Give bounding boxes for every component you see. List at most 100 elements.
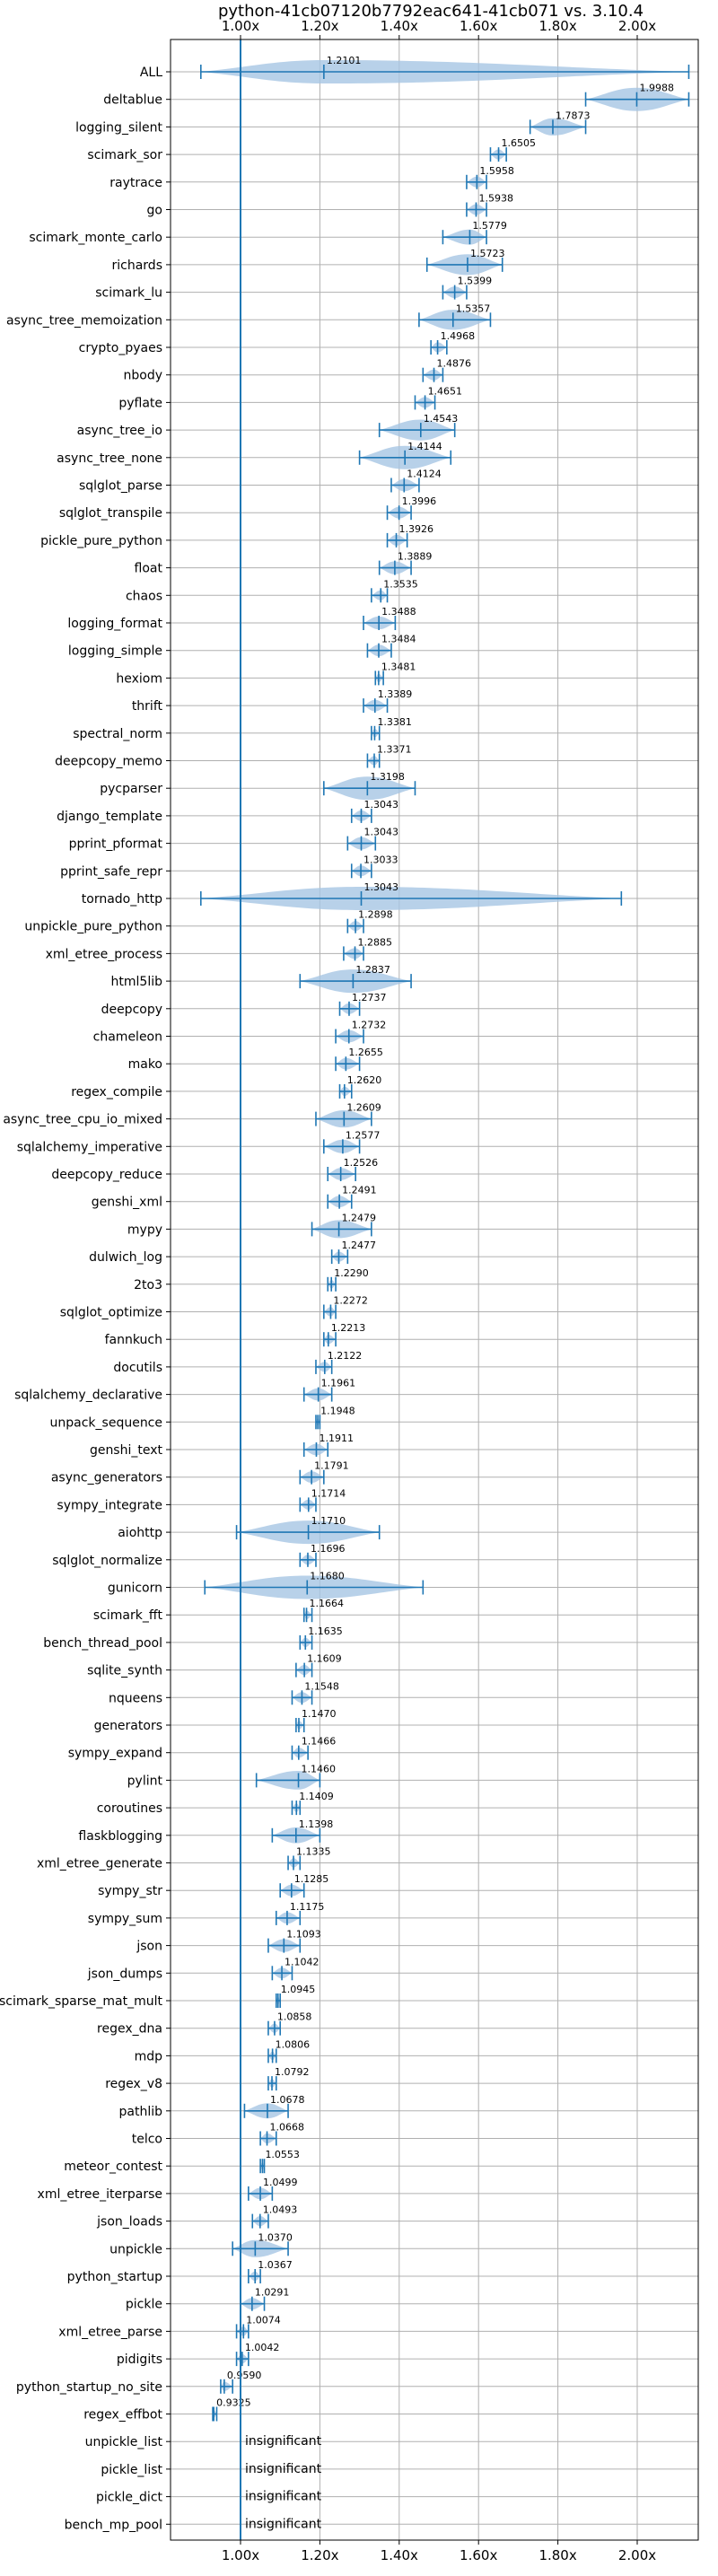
benchmark-label: async_tree_memoization: [6, 313, 162, 328]
benchmark-label: pprint_pformat: [69, 837, 163, 852]
benchmark-label: sqlalchemy_imperative: [17, 1140, 162, 1154]
value-label: 1.0553: [265, 2149, 300, 2160]
value-label: 1.1791: [314, 1460, 349, 1472]
value-label: 1.3043: [364, 799, 399, 810]
benchmark-label: dulwich_log: [89, 1250, 162, 1265]
value-label: 1.3926: [399, 523, 434, 535]
value-label: 1.1466: [302, 1736, 337, 1748]
value-label: 1.2272: [333, 1295, 368, 1307]
value-label: 1.7873: [556, 110, 591, 121]
value-label: 1.3043: [364, 881, 399, 893]
benchmark-label: async_tree_cpu_io_mixed: [3, 1113, 162, 1127]
axis-layer: 1.00x 1.00x 1.20x 1.20x 1.40x 1.40x 1.60x 1.60x…: [0, 18, 656, 2563]
x-tick-label-top: 1.40x: [381, 18, 418, 34]
value-label: 1.0792: [275, 2066, 310, 2078]
value-label: 1.0367: [258, 2259, 293, 2271]
value-label: 1.3996: [402, 495, 437, 507]
benchmark-label: sympy_str: [98, 1884, 162, 1898]
benchmark-label: pickle_pure_python: [40, 534, 162, 548]
benchmark-label: pickle_dict: [96, 2491, 163, 2505]
value-label: 1.1911: [319, 1433, 354, 1444]
benchmark-label: xml_etree_parse: [58, 2325, 162, 2339]
value-label: 1.2213: [331, 1322, 366, 1334]
benchmark-label: mypy: [127, 1222, 162, 1237]
benchmark-label: scimark_sor: [87, 148, 162, 162]
value-label: 0.9590: [227, 2370, 261, 2381]
value-label: 1.3484: [381, 634, 416, 645]
benchmark-label: sqlglot_transpile: [59, 506, 162, 521]
value-label: 1.4651: [428, 385, 463, 397]
benchmark-label: logging_format: [67, 617, 162, 631]
insignificant-label: insignificant: [245, 2490, 322, 2504]
benchmark-label: aiohttp: [118, 1526, 162, 1540]
x-tick-label-bottom: 1.20x: [301, 2547, 338, 2563]
benchmark-label: pprint_safe_repr: [60, 864, 162, 879]
value-label: 1.1961: [321, 1378, 356, 1389]
benchmark-label: bench_thread_pool: [43, 1636, 162, 1651]
value-label: 1.0945: [281, 1984, 316, 1995]
value-label: 1.1470: [302, 1708, 337, 1720]
benchmark-label: xml_etree_iterparse: [38, 2187, 162, 2202]
benchmark-label: telco: [132, 2133, 162, 2147]
benchmark-label: thrift: [132, 699, 163, 714]
benchmark-label: async_tree_none: [57, 451, 162, 466]
benchmark-label: pycparser: [100, 782, 162, 796]
x-tick-label-bottom: 1.60x: [460, 2547, 497, 2563]
value-label: 1.1635: [308, 1625, 343, 1637]
value-label: 1.2732: [352, 1020, 387, 1031]
benchmark-label: pylint: [127, 1774, 163, 1788]
value-label: 1.5779: [472, 220, 507, 232]
value-label: 1.0858: [277, 2011, 312, 2023]
insignificant-label: insignificant: [245, 2517, 322, 2531]
benchmark-label: sqlglot_normalize: [52, 1554, 162, 1568]
value-label: 1.1409: [299, 1791, 334, 1802]
benchmark-label: genshi_xml: [92, 1196, 162, 1210]
benchmark-label: sqlglot_parse: [79, 479, 162, 494]
value-label: 1.4124: [407, 469, 442, 480]
value-label: 1.0806: [276, 2038, 311, 2050]
value-label: 1.1548: [304, 1680, 339, 1692]
benchmark-label: json_dumps: [87, 1967, 162, 1981]
benchmark-label: deepcopy_reduce: [51, 1168, 162, 1182]
value-label: 1.2655: [348, 1047, 383, 1058]
benchmark-label: logging_silent: [75, 120, 162, 135]
value-label: 1.3371: [377, 744, 412, 756]
benchmark-label: async_tree_io: [77, 424, 162, 438]
value-label: 1.2491: [342, 1185, 377, 1196]
value-label: 1.0370: [258, 2231, 293, 2243]
benchmark-label: 2to3: [134, 1278, 162, 1292]
value-label: 1.1335: [296, 1846, 331, 1858]
value-label: 1.2122: [328, 1350, 363, 1362]
benchmark-label: unpickle_list: [85, 2435, 163, 2449]
value-label: 1.3043: [364, 827, 399, 838]
value-label: 1.0042: [245, 2342, 280, 2353]
benchmark-label: sympy_integrate: [57, 1498, 162, 1512]
x-tick-label-bottom: 1.00x: [222, 2547, 259, 2563]
value-label: 1.3389: [378, 688, 413, 700]
value-label: 1.2477: [341, 1240, 376, 1251]
benchmark-label: raytrace: [109, 176, 162, 190]
benchmark-label: regex_compile: [71, 1085, 162, 1100]
benchmark-label: pidigits: [117, 2353, 162, 2367]
value-label: 1.3033: [363, 854, 398, 865]
value-label: 1.5399: [458, 276, 493, 287]
x-tick-label-bottom: 1.40x: [381, 2547, 418, 2563]
benchmark-label: sqlglot_optimize: [60, 1306, 162, 1320]
value-label: 1.1710: [311, 1515, 346, 1527]
benchmark-label: python_startup_no_site: [16, 2380, 162, 2395]
benchmark-label: ALL: [140, 66, 162, 80]
benchmark-label: sympy_sum: [88, 1912, 162, 1926]
value-label: 1.4144: [407, 441, 442, 452]
benchmark-label: pickle: [126, 2298, 162, 2312]
benchmark-label: deltablue: [103, 93, 162, 108]
benchmark-label: html5lib: [111, 975, 163, 989]
value-label: 1.6505: [502, 137, 537, 149]
benchmark-label: xml_etree_generate: [37, 1857, 162, 1871]
value-label: 1.4543: [424, 413, 459, 425]
value-label: 1.2885: [358, 936, 393, 948]
x-tick-label-top: 2.00x: [618, 18, 656, 34]
benchmark-label: generators: [94, 1719, 162, 1733]
x-tick-label-bottom: 2.00x: [618, 2547, 656, 2563]
benchmark-label: scimark_sparse_mat_mult: [0, 1994, 163, 2009]
benchmark-label: deepcopy_memo: [55, 755, 162, 769]
